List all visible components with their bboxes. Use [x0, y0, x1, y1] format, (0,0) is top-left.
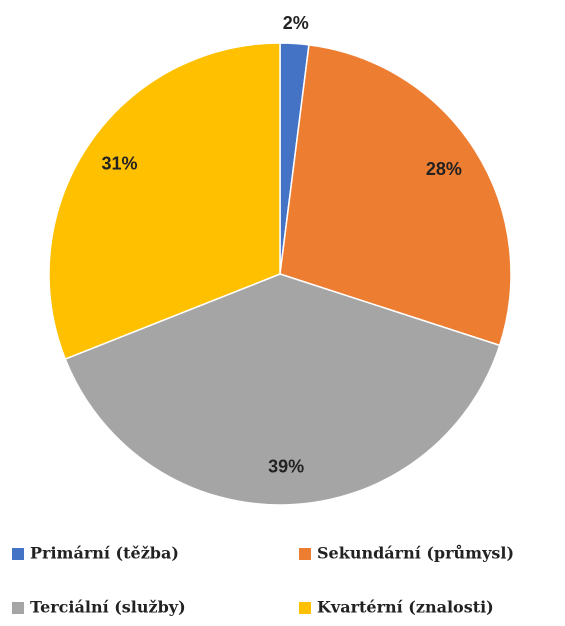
pie-slice [64, 273, 501, 506]
legend-swatch [12, 602, 24, 614]
pie-slice [48, 42, 281, 361]
legend-swatch [299, 602, 311, 614]
legend-swatch [12, 548, 24, 560]
legend-label: Sekundární (průmysl) [317, 543, 514, 563]
data-label: 39% [268, 457, 304, 477]
pie-slice [279, 43, 512, 347]
data-label: 28% [426, 159, 462, 179]
legend-swatch [299, 548, 311, 560]
legend-label: Kvartérní (znalosti) [317, 598, 494, 617]
data-label: 2% [283, 13, 309, 33]
legend-label: Terciální (služby) [30, 598, 186, 617]
data-label: 31% [101, 154, 137, 174]
legend-label: Primární (těžba) [30, 544, 179, 563]
